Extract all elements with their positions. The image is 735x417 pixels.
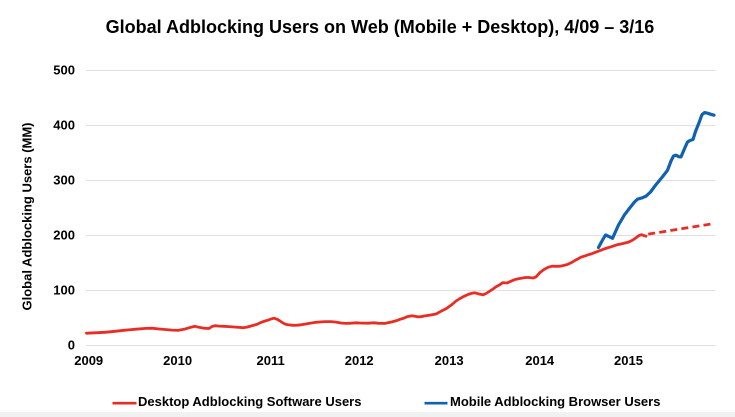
svg-text:2010: 2010 bbox=[163, 353, 192, 368]
svg-text:Global Adblocking Users (MM): Global Adblocking Users (MM) bbox=[20, 122, 35, 310]
svg-text:200: 200 bbox=[53, 228, 75, 243]
svg-text:Global Adblocking Users on Web: Global Adblocking Users on Web (Mobile +… bbox=[106, 17, 655, 37]
svg-text:500: 500 bbox=[53, 63, 75, 78]
svg-text:0: 0 bbox=[68, 338, 75, 353]
svg-text:400: 400 bbox=[53, 118, 75, 133]
svg-text:2015: 2015 bbox=[614, 353, 643, 368]
svg-text:2014: 2014 bbox=[525, 353, 555, 368]
svg-text:300: 300 bbox=[53, 173, 75, 188]
svg-text:100: 100 bbox=[53, 283, 75, 298]
svg-text:2011: 2011 bbox=[256, 353, 284, 368]
svg-text:2013: 2013 bbox=[435, 353, 464, 368]
svg-text:2012: 2012 bbox=[345, 353, 374, 368]
svg-text:Mobile Adblocking Browser User: Mobile Adblocking Browser Users bbox=[450, 394, 660, 409]
svg-text:Desktop Adblocking Software Us: Desktop Adblocking Software Users bbox=[138, 394, 361, 409]
svg-text:2009: 2009 bbox=[74, 353, 103, 368]
